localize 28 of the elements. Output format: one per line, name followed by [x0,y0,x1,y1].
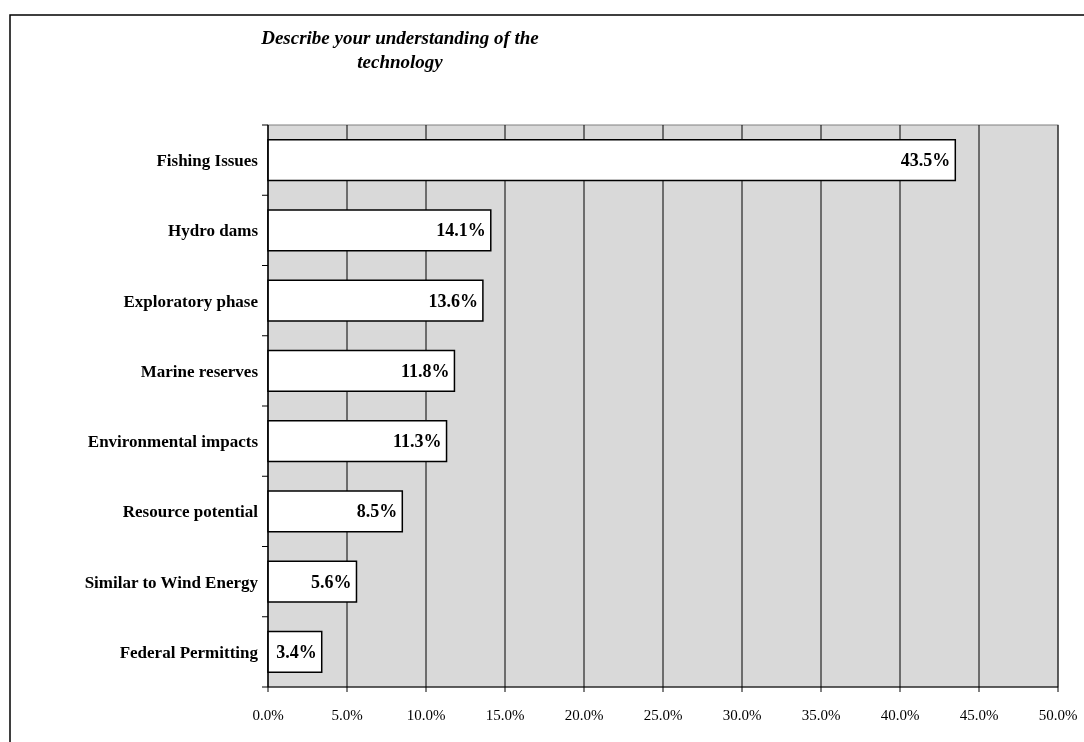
y-tick-label: Similar to Wind Energy [84,572,259,592]
data-label: 11.3% [393,431,442,452]
x-tick-label: 25.0% [643,707,683,723]
x-tick-label: 30.0% [722,707,762,723]
y-tick-label: Environmental impacts [87,432,259,452]
x-tick-label: 35.0% [801,707,841,723]
x-tick-label: 50.0% [1038,707,1078,723]
x-tick-label: 15.0% [485,707,525,723]
data-label: 8.5% [356,501,398,522]
y-tick-label: Exploratory phase [123,291,259,311]
data-label: 3.4% [276,641,317,662]
data-label: 13.6% [428,290,478,311]
chart-title: Describe your understanding of the technology [260,27,540,72]
x-tick-label: 10.0% [406,707,446,723]
x-tick-label: 5.0% [331,707,363,723]
y-tick-label: Fishing Issues [156,151,259,171]
data-label: 14.1% [436,220,486,241]
x-tick-label: 40.0% [880,707,920,723]
y-tick-label: Resource potential [122,502,259,522]
y-tick-label: Hydro dams [168,221,259,241]
data-label: 11.8% [400,360,450,381]
y-tick-label: Federal Permitting [119,642,259,662]
data-label: 5.6% [310,571,352,592]
data-label: 43.5% [900,150,951,171]
x-tick-label: 0.0% [252,707,284,723]
x-tick-label: 20.0% [564,707,604,723]
x-tick-label: 45.0% [959,707,999,723]
y-tick-label: Marine reserves [140,361,259,381]
